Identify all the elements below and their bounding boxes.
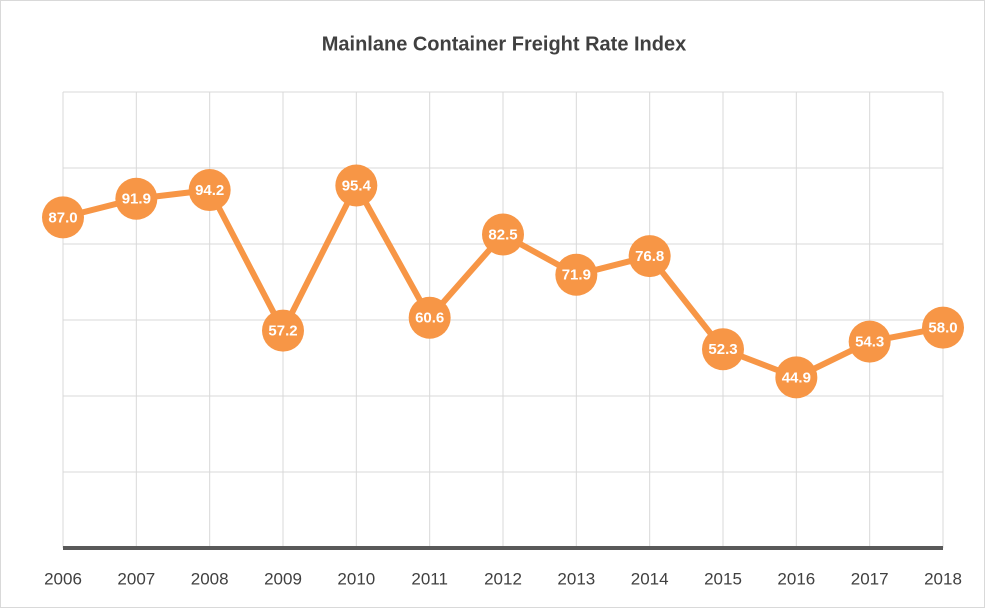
- point: [922, 306, 964, 349]
- point: [262, 309, 304, 352]
- x-tick-label: 2017: [851, 569, 889, 588]
- x-tick-label: 2011: [411, 569, 448, 588]
- point: [335, 164, 378, 207]
- x-tick-label: 2007: [117, 569, 155, 588]
- x-tick-label: 2006: [44, 569, 82, 588]
- chart-title: Mainlane Container Freight Rate Index: [322, 33, 687, 55]
- x-tick-label: 2016: [777, 569, 815, 588]
- x-tick-label: 2018: [924, 569, 962, 588]
- x-tick-label: 2010: [337, 569, 375, 588]
- point: [188, 169, 231, 212]
- point: [42, 196, 84, 239]
- data-label: 82.5: [488, 226, 517, 243]
- x-tick-label: 2008: [191, 569, 229, 588]
- point: [775, 356, 818, 399]
- data-label: 44.9: [782, 369, 811, 386]
- point: [482, 213, 524, 256]
- data-label: 71.9: [562, 267, 591, 284]
- x-tick-label: 2009: [264, 569, 302, 588]
- point: [555, 253, 598, 296]
- data-label: 91.9: [122, 191, 151, 208]
- data-label: 54.3: [855, 334, 884, 351]
- data-label: 87.0: [48, 209, 77, 226]
- data-label: 52.3: [708, 341, 737, 358]
- data-label: 94.2: [195, 182, 224, 199]
- data-label: 57.2: [268, 323, 297, 340]
- x-tick-label: 2015: [704, 569, 742, 588]
- data-label: 95.4: [342, 177, 372, 194]
- point: [115, 177, 158, 220]
- x-tick-label: 2013: [557, 569, 595, 588]
- data-label: 76.8: [635, 248, 664, 265]
- point: [628, 235, 671, 278]
- point: [848, 320, 891, 363]
- point: [702, 328, 744, 371]
- point: [408, 296, 451, 339]
- x-tick-label: 2012: [484, 569, 522, 588]
- data-label: 60.6: [415, 310, 444, 327]
- data-label: 58.0: [928, 320, 957, 337]
- x-tick-label: 2014: [631, 569, 669, 588]
